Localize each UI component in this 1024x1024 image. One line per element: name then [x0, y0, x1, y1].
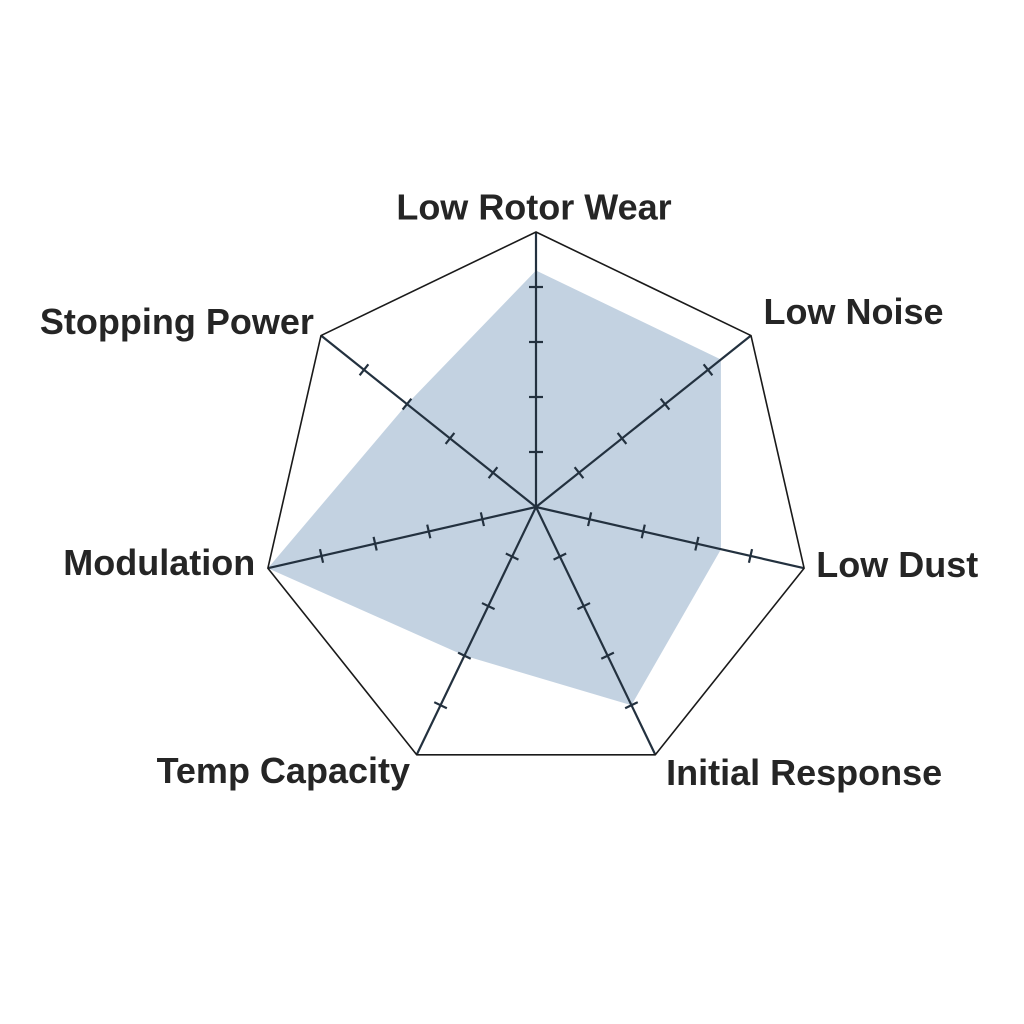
svg-text:Initial Response: Initial Response [666, 752, 942, 793]
svg-text:Stopping Power: Stopping Power [40, 301, 314, 342]
svg-text:Modulation: Modulation [63, 542, 255, 583]
svg-text:Low Rotor Wear: Low Rotor Wear [396, 187, 671, 228]
svg-text:Low Dust: Low Dust [816, 544, 978, 585]
svg-text:Temp Capacity: Temp Capacity [157, 750, 410, 791]
svg-text:Low Noise: Low Noise [764, 291, 944, 332]
